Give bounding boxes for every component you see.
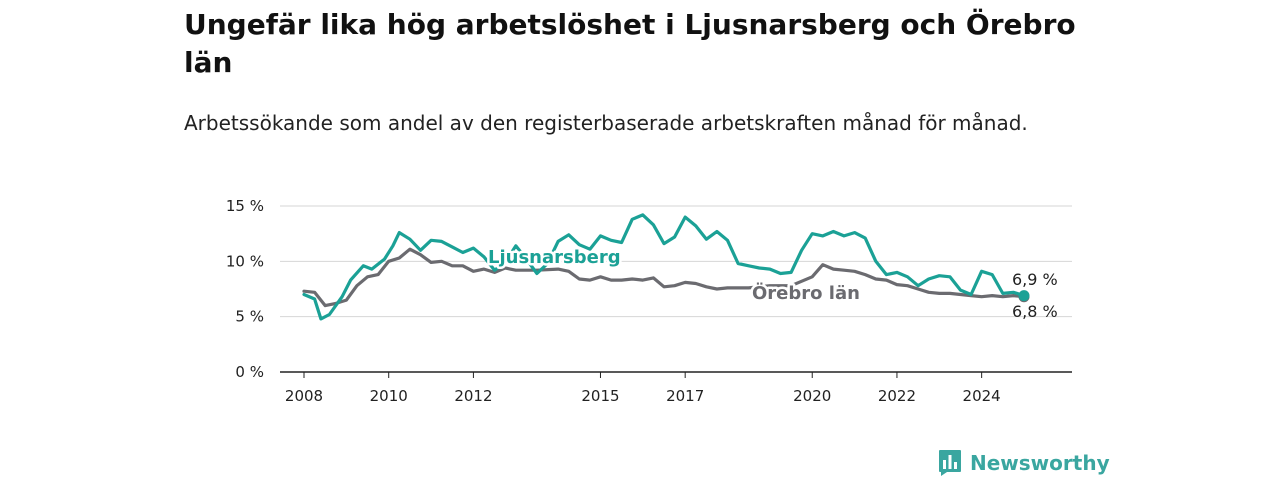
y-axis: 0 % 5 % 10 % 15 %: [226, 197, 264, 381]
y-tick-label: 5 %: [235, 308, 264, 326]
logo-text: Newsworthy: [970, 451, 1110, 475]
y-tick-label: 0 %: [235, 363, 264, 381]
series-name-label: Ljusnarsberg: [488, 247, 621, 268]
chart-subtitle: Arbetssökande som andel av den registerb…: [184, 111, 1028, 135]
x-tick-label: 2024: [963, 387, 1001, 405]
end-value-label: 6,9 %: [1012, 270, 1058, 289]
bar-chart-icon: [939, 450, 961, 476]
series-lines: [302, 213, 1030, 321]
y-tick-label: 10 %: [226, 252, 264, 270]
y-tick-label: 15 %: [226, 197, 264, 215]
series-end-dot: [1018, 290, 1030, 302]
series-line-ljusnarsberg: [302, 213, 1026, 321]
series-line-orebro-l-n: [302, 247, 1026, 308]
end-value-label: 6,8 %: [1012, 302, 1058, 321]
chart-title: Ungefär lika hög arbetslöshet i Ljusnars…: [184, 8, 1076, 79]
series-name-label: Örebro län: [752, 282, 860, 304]
x-tick-label: 2010: [370, 387, 408, 405]
x-tick-label: 2022: [878, 387, 916, 405]
x-tick-label: 2017: [666, 387, 704, 405]
series-labels: Örebro län Ljusnarsberg 6,8 % 6,9 %: [486, 245, 1058, 322]
x-tick-label: 2015: [581, 387, 619, 405]
x-tick-label: 2020: [793, 387, 831, 405]
x-tick-label: 2012: [454, 387, 492, 405]
newsworthy-logo: Newsworthy: [938, 448, 1110, 478]
gridlines: [280, 205, 1072, 373]
x-axis: 2008 2010 2012 2015 2017 2020 2022 2024: [285, 372, 1001, 405]
x-tick-label: 2008: [285, 387, 323, 405]
